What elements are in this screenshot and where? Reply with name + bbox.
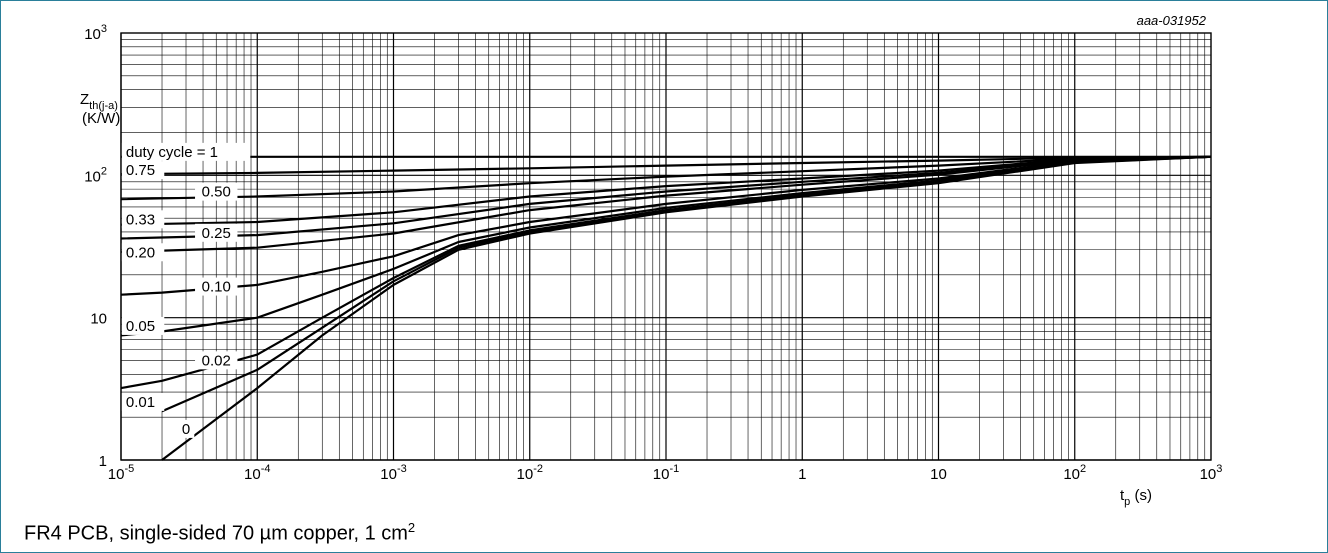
x-axis-label-unit: (s)	[1130, 487, 1152, 504]
x-tick-label: 10-4	[244, 463, 270, 483]
x-tick-label: 10-3	[380, 463, 406, 483]
curve-label-bg	[195, 277, 238, 296]
curve-dc-0-50	[120, 155, 1212, 201]
curve-label: 0.02	[202, 352, 231, 369]
figure-caption: FR4 PCB, single-sided 70 µm copper, 1 cm…	[24, 520, 415, 546]
y-axis-label-sub: th(j-a)	[89, 100, 118, 112]
x-tick-label: 10-1	[653, 463, 679, 483]
y-tick-label: 10	[90, 311, 107, 328]
curve-label-bg	[121, 243, 165, 262]
curve-label: duty cycle = 1	[126, 144, 218, 161]
curve-label-bg	[121, 392, 165, 411]
curves	[120, 155, 1212, 461]
curve-label: 0.05	[126, 318, 155, 335]
x-tick-label: 10-5	[108, 463, 134, 483]
x-axis-label: tp (s)	[1120, 487, 1152, 508]
tick-labels: 10-5 10-4 10-3 10-2 10-1 1 10 102 103 1 10 102 103	[84, 23, 1222, 483]
curve-label: 0.01	[126, 394, 155, 411]
curve-label: 0.50	[202, 184, 231, 201]
curve-label: 0.25	[202, 225, 231, 242]
plot-border	[120, 32, 1212, 461]
curve-label: 0.75	[126, 162, 155, 179]
x-tick-label: 102	[1063, 463, 1086, 483]
x-tick-label: 10	[930, 466, 947, 483]
x-axis-label-main: t	[1120, 487, 1125, 504]
y-axis-unit: (K/W)	[82, 110, 120, 127]
y-tick-label: 103	[84, 23, 107, 43]
grid	[120, 32, 1212, 461]
x-axis-label-sub: p	[1124, 496, 1130, 508]
curve-dc-0-75	[120, 155, 1212, 176]
y-tick-label: 102	[84, 165, 107, 185]
curve-label: 0	[182, 421, 190, 438]
x-tick-label: 103	[1200, 463, 1223, 483]
x-tick-label: 10-2	[517, 463, 543, 483]
curve-label: 0.33	[126, 211, 155, 228]
y-tick-label: 1	[99, 453, 107, 470]
x-tick-label: 1	[798, 466, 806, 483]
curve-labels: duty cycle = 10.75 0.50 0.33 0.25 0.20 0.10 0.…	[121, 142, 251, 438]
curve-label: 0.20	[126, 244, 155, 261]
caption-superscript: 2	[407, 520, 416, 535]
curve-label-bg	[195, 351, 238, 370]
curve-dc-0-20	[120, 155, 1212, 253]
caption-text: FR4 PCB, single-sided 70 µm copper, 1 cm	[24, 522, 408, 545]
curve-label-bg	[121, 210, 165, 229]
figure-code: aaa-031952	[1137, 13, 1207, 28]
curve-label-bg	[195, 223, 238, 242]
curve-dc-0-05	[120, 155, 1212, 337]
curve-dc-0-10	[120, 155, 1212, 296]
curve-label-bg	[177, 419, 195, 438]
curve-label-bg	[121, 142, 251, 161]
curve-label-bg	[121, 316, 165, 335]
curve-label-bg	[195, 182, 238, 201]
y-axis-label: Zth(j-a)	[80, 91, 118, 112]
curve-label-bg	[121, 161, 165, 180]
curve-label: 0.10	[202, 279, 231, 296]
y-axis-label-main: Z	[80, 91, 89, 108]
curve-dc-0	[161, 155, 1212, 461]
